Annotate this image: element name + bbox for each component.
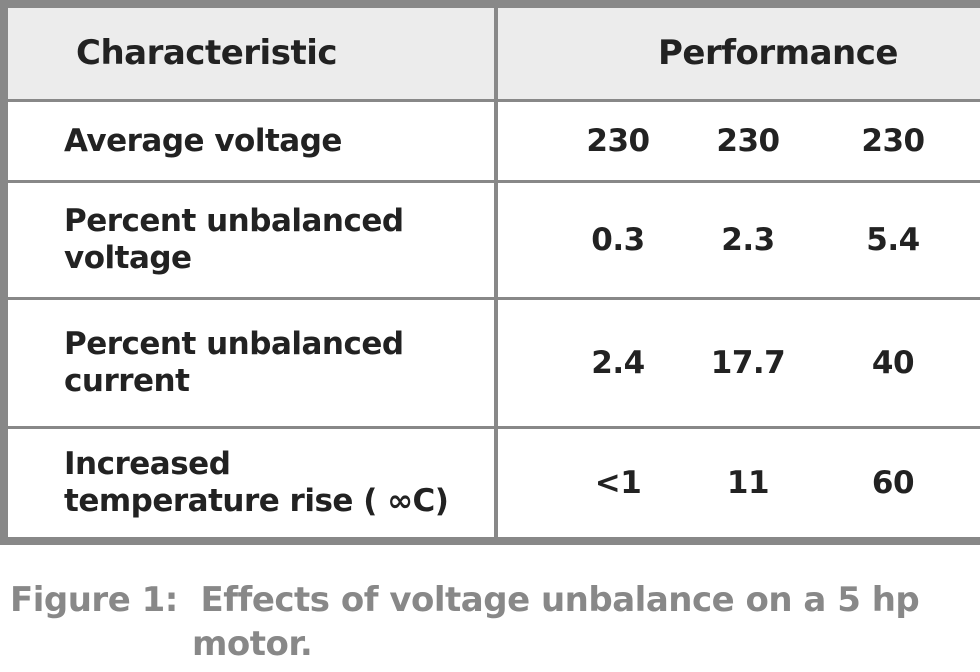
performance-table: Characteristic Performance Average volta… bbox=[0, 0, 980, 545]
value-cell: 5.4 bbox=[866, 221, 920, 258]
header-performance: Performance bbox=[498, 8, 980, 99]
value-cell: 60 bbox=[871, 464, 915, 501]
value-cell: 2.4 bbox=[591, 344, 645, 381]
row-label: Percent unbalanced current bbox=[8, 300, 494, 426]
row-label: Average voltage bbox=[8, 102, 494, 180]
row-label: Increased temperature rise ( ∞C) bbox=[8, 429, 494, 537]
row-values: 0.3 2.3 5.4 bbox=[498, 183, 980, 297]
value-cell: 17.7 bbox=[710, 344, 786, 381]
value-cell: 40 bbox=[871, 344, 915, 381]
value-cell: <1 bbox=[594, 464, 642, 501]
figure-caption: Figure 1: Effects of voltage unbalance o… bbox=[10, 578, 920, 666]
value-cell: 230 bbox=[716, 122, 780, 159]
value-cell: 2.3 bbox=[721, 221, 775, 258]
caption-line1: Effects of voltage unbalance on a 5 hp bbox=[200, 580, 920, 620]
value-cell: 230 bbox=[861, 122, 925, 159]
value-cell: 230 bbox=[586, 122, 650, 159]
row-values: 2.4 17.7 40 bbox=[498, 300, 980, 426]
row-label: Percent unbalanced voltage bbox=[8, 183, 494, 297]
value-cell: 0.3 bbox=[591, 221, 645, 258]
caption-line2: motor. bbox=[192, 624, 313, 664]
value-cell: 11 bbox=[726, 464, 770, 501]
row-values: 230 230 230 bbox=[498, 102, 980, 180]
caption-prefix: Figure 1: bbox=[10, 580, 178, 620]
row-values: <1 11 60 bbox=[498, 429, 980, 537]
header-characteristic: Characteristic bbox=[8, 8, 494, 99]
